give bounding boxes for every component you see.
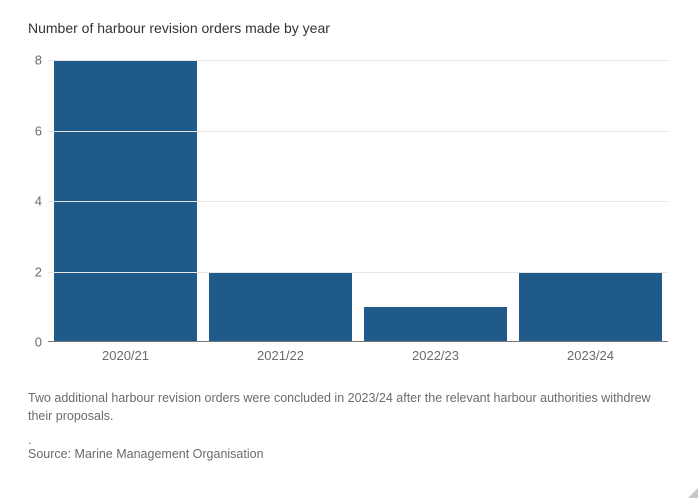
bar [519, 272, 662, 343]
footnote-marker: . [28, 433, 672, 447]
y-tick-label: 8 [28, 53, 42, 68]
gridline [48, 201, 668, 202]
y-tick-label: 0 [28, 335, 42, 350]
plot-region: 02468 [48, 60, 668, 342]
footnote-text: Two additional harbour revision orders w… [28, 390, 672, 425]
y-tick-label: 6 [28, 123, 42, 138]
gridline [48, 272, 668, 273]
chart-area: 02468 2020/212021/222022/232023/24 [28, 60, 672, 370]
bar [209, 272, 352, 343]
x-tick-label: 2020/21 [48, 348, 203, 370]
x-axis-line [48, 341, 668, 342]
x-tick-label: 2022/23 [358, 348, 513, 370]
resize-handle-icon [688, 488, 698, 498]
x-tick-label: 2023/24 [513, 348, 668, 370]
source-text: Source: Marine Management Organisation [28, 447, 672, 461]
chart-subtitle: Number of harbour revision orders made b… [28, 20, 672, 36]
x-tick-label: 2021/22 [203, 348, 358, 370]
y-tick-label: 2 [28, 264, 42, 279]
bar [364, 307, 507, 342]
gridline [48, 60, 668, 61]
gridline [48, 131, 668, 132]
x-axis-labels: 2020/212021/222022/232023/24 [48, 348, 668, 370]
y-tick-label: 4 [28, 194, 42, 209]
